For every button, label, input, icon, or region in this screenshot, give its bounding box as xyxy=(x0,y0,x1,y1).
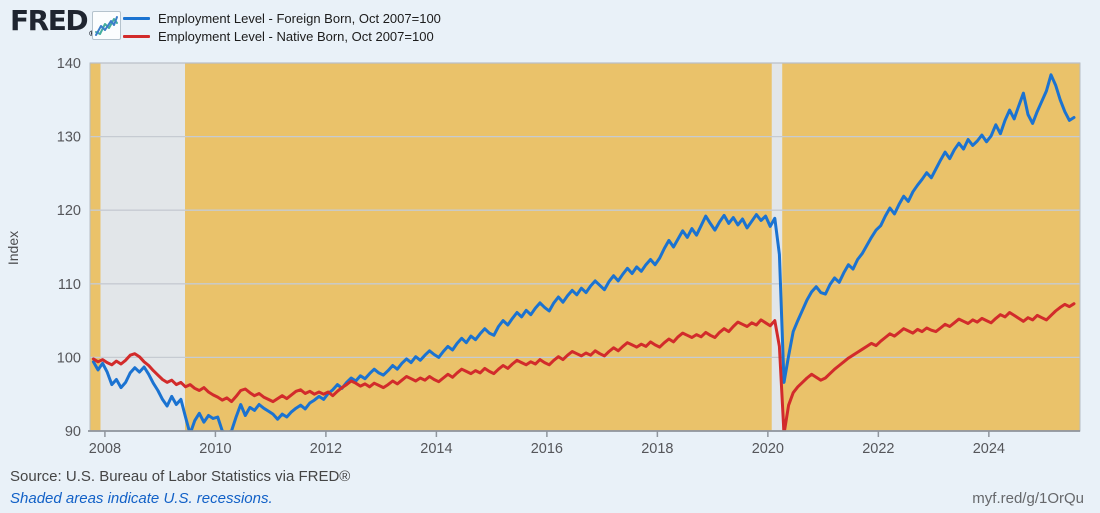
native-born-line-swatch xyxy=(123,34,150,38)
x-axis-tick-label: 2012 xyxy=(310,441,342,457)
x-axis-tick-label: 2024 xyxy=(973,441,1005,457)
y-axis-tick-label: 130 xyxy=(57,130,81,146)
foreign-born-line-swatch xyxy=(123,16,150,20)
x-axis-tick-label: 2022 xyxy=(862,441,894,457)
foreign-born-line xyxy=(91,73,1076,431)
short-url-link[interactable]: myf.red/g/1OrQu xyxy=(972,490,1084,507)
x-axis-tick-label: 2014 xyxy=(420,441,452,457)
y-axis-tick-label: 90 xyxy=(65,424,81,440)
fred-logo-text: FRED xyxy=(10,4,89,37)
source-attribution: Source: U.S. Bureau of Labor Statistics … xyxy=(10,468,351,485)
legend: Employment Level - Foreign Born, Oct 200… xyxy=(123,9,441,45)
x-axis-tick-label: 2018 xyxy=(641,441,673,457)
y-axis-tick-label: 140 xyxy=(57,56,81,72)
y-axis-tick-label: 110 xyxy=(58,277,81,293)
recession-band xyxy=(100,63,186,431)
recession-note-link[interactable]: Shaded areas indicate U.S. recessions. xyxy=(10,490,273,507)
native-born-line xyxy=(91,302,1076,431)
y-axis-tick-label: 100 xyxy=(57,350,81,366)
y-axis-tick-label: 120 xyxy=(57,203,81,219)
plot-background xyxy=(90,63,1080,431)
legend-label: Employment Level - Foreign Born, Oct 200… xyxy=(158,10,441,26)
x-axis-tick-label: 2010 xyxy=(199,441,231,457)
x-axis-tick-label: 2016 xyxy=(531,441,563,457)
line-chart-sparkline-icon xyxy=(92,11,121,40)
legend-item-native-born: Employment Level - Native Born, Oct 2007… xyxy=(123,27,441,45)
x-axis-tick-label: 2008 xyxy=(89,441,121,457)
legend-item-foreign-born: Employment Level - Foreign Born, Oct 200… xyxy=(123,9,441,27)
x-axis-tick-label: 2020 xyxy=(752,441,784,457)
sparkline-blue xyxy=(95,16,118,36)
legend-label: Employment Level - Native Born, Oct 2007… xyxy=(158,28,434,44)
